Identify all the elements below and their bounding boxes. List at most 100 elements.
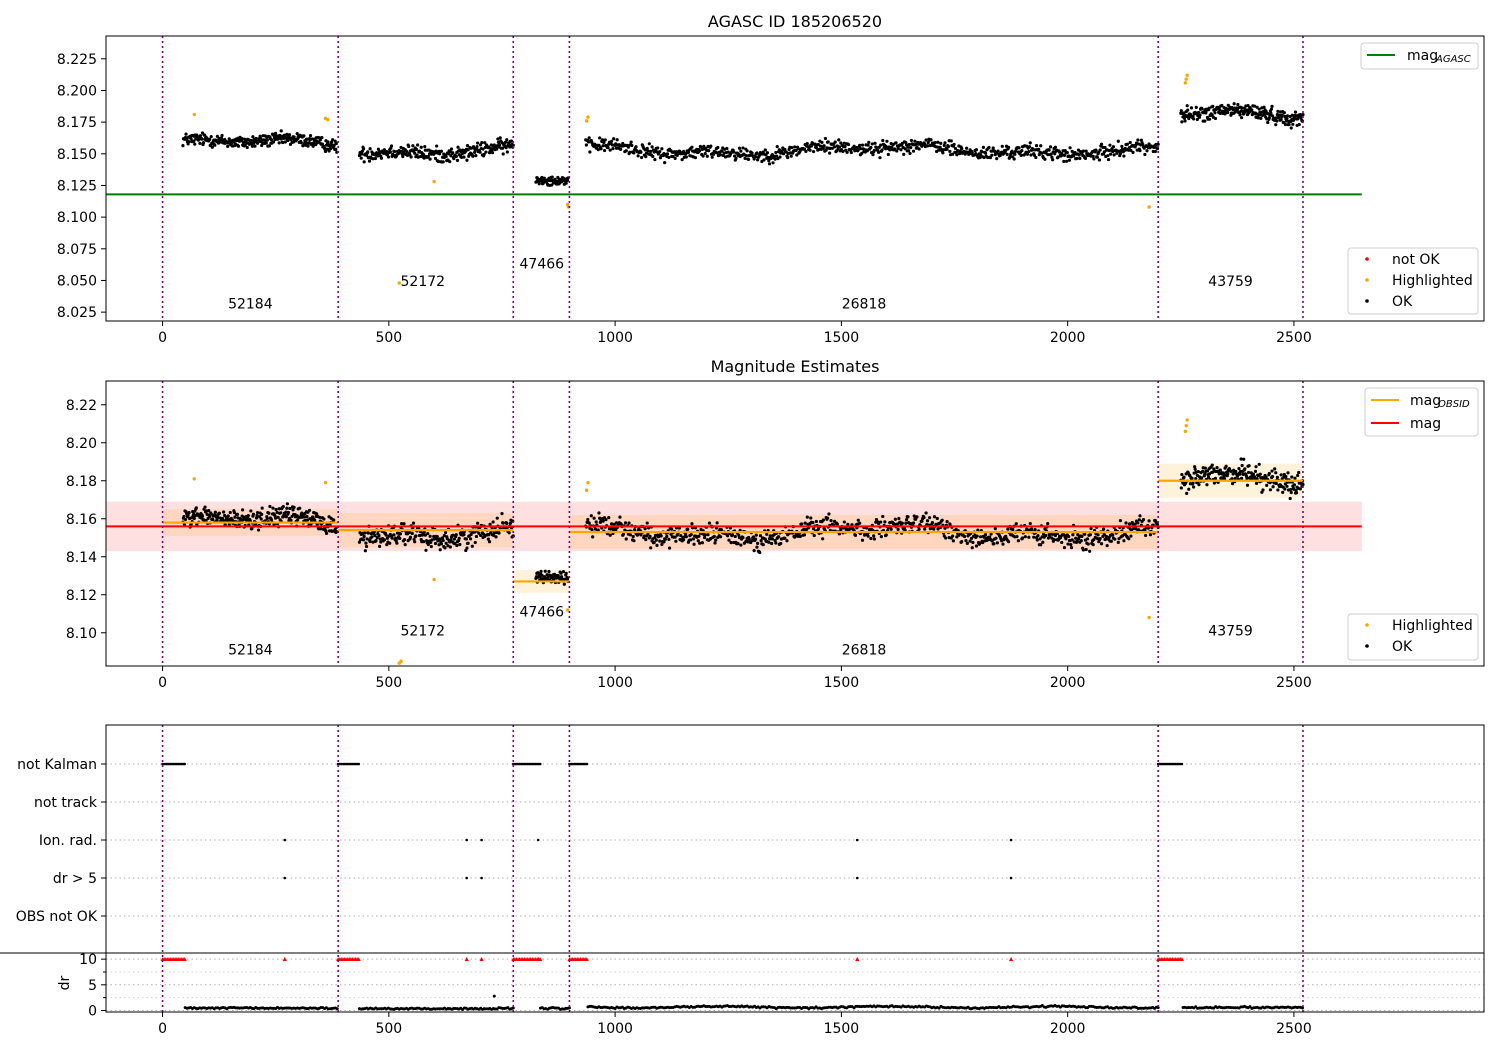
ok-point [1027,145,1032,149]
ok-point [1222,476,1227,481]
ok-point [193,142,197,146]
ok-point [1099,542,1104,546]
ok-point [1195,117,1199,122]
ok-point [821,146,825,150]
ok-point [805,515,809,519]
ok-point [455,543,459,548]
ok-point [900,521,904,525]
ok-point [773,157,777,161]
ok-point [1283,482,1287,486]
ok-point [1203,472,1207,476]
ok-point [945,520,949,524]
ok-point [598,136,602,140]
ok-point [385,536,389,540]
agasc-y-tick-label: 8.200 [57,83,97,99]
ok-point [475,144,479,149]
ok-point [930,521,934,525]
ok-point [208,137,212,141]
ok-point [1051,158,1055,162]
agasc-y-tick-label: 8.175 [57,115,97,131]
ok-point [1095,155,1099,159]
ok-point [1013,152,1017,156]
ok-point [432,534,436,539]
ok-point [497,531,501,535]
ok-point [1038,537,1042,541]
ion-rad-point [283,838,287,842]
ok-point [758,550,762,555]
ok-point [755,545,759,549]
ok-point [858,521,862,525]
ok-point [454,154,458,158]
ok-point [1006,539,1011,544]
ok-point [382,538,386,542]
ok-point [833,140,837,144]
ok-point [1180,472,1184,477]
ok-point [1276,488,1280,492]
ok-point [494,535,498,539]
ok-point [289,518,293,523]
ok-point [449,538,453,542]
agasc-y-tick-label: 8.025 [57,305,97,321]
ok-point [1096,533,1100,537]
ok-point [1008,155,1012,159]
ok-point [366,531,370,535]
highlighted-point [584,119,589,123]
ok-point [256,528,261,532]
ok-point [883,520,887,524]
ok-point [812,533,816,538]
ok-point [590,528,594,532]
ok-point [970,151,974,155]
ok-point [673,535,677,539]
ok-point [627,521,631,525]
dr-gt5-point [480,876,483,880]
ok-point [403,543,407,547]
dr-clipped-marker [1009,957,1014,961]
ok-point [1275,475,1279,479]
ok-point [454,533,458,537]
ok-point [971,540,975,545]
ok-point [654,538,658,542]
ok-point [556,574,560,578]
ok-point [288,506,292,511]
ok-point [592,516,596,520]
magnitude-y-tick-label: 8.10 [66,626,97,642]
ok-point [428,157,432,161]
agasc-y-tick-label: 8.125 [57,178,97,194]
ok-point [1218,108,1222,112]
ok-point [692,542,696,546]
ok-point [433,156,438,161]
ok-point [741,535,745,540]
ok-point [564,571,568,575]
ok-point [370,535,374,539]
ok-point [658,149,662,154]
ok-point [268,504,272,509]
ok-point [644,538,648,542]
ok-point [649,149,653,153]
ok-point [1205,469,1210,473]
ok-point [503,140,508,144]
not-kalman-point [357,762,361,766]
ok-point [926,141,930,145]
ok-point [699,145,703,149]
ok-point [298,506,302,510]
ok-point [777,535,781,539]
ok-point [1104,537,1108,541]
ok-point [886,152,890,157]
ion-rad-point [855,838,859,842]
ok-point [539,569,543,573]
ok-point [821,518,825,522]
ok-point [444,541,448,545]
ok-point [1224,106,1228,110]
ok-point [893,522,897,526]
ok-point [647,142,651,146]
ok-point [805,141,809,146]
ok-point [324,531,329,535]
ok-point [909,522,913,526]
ok-point [1139,138,1143,142]
ok-point [814,519,818,524]
ok-point [279,511,283,515]
ok-point [386,155,391,159]
ok-point [720,149,724,153]
ok-point [193,514,197,518]
ok-point [1257,462,1261,466]
